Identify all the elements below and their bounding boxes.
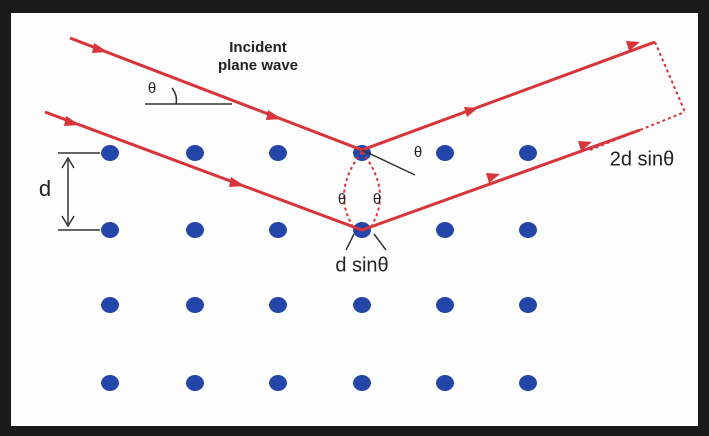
- incident-label: Incident: [229, 39, 287, 56]
- atom: [519, 222, 537, 238]
- angle-label: θ: [373, 191, 381, 208]
- atom: [269, 297, 287, 313]
- panel: [11, 13, 698, 426]
- atom: [101, 145, 119, 161]
- atom: [519, 375, 537, 391]
- angle-label: θ: [148, 80, 156, 97]
- atom: [519, 297, 537, 313]
- atom: [186, 375, 204, 391]
- atom: [269, 145, 287, 161]
- atom: [101, 297, 119, 313]
- spacing-label: d: [39, 176, 51, 201]
- atom: [353, 375, 371, 391]
- atom: [436, 375, 454, 391]
- atom: [436, 297, 454, 313]
- atom: [269, 222, 287, 238]
- angle-label: θ: [414, 144, 422, 161]
- path-difference-label: d sinθ: [335, 254, 388, 276]
- atom: [101, 375, 119, 391]
- atom: [186, 222, 204, 238]
- angle-label: θ: [338, 191, 346, 208]
- atom: [101, 222, 119, 238]
- diagram: Incident plane wave θ θ θ θ d d sinθ 2d …: [0, 0, 709, 436]
- atom: [519, 145, 537, 161]
- total-difference-label: 2d sinθ: [610, 148, 675, 170]
- atom: [269, 375, 287, 391]
- atom: [436, 145, 454, 161]
- atom: [186, 145, 204, 161]
- atom: [353, 297, 371, 313]
- incident-label: plane wave: [218, 57, 298, 74]
- atom: [186, 297, 204, 313]
- atom: [436, 222, 454, 238]
